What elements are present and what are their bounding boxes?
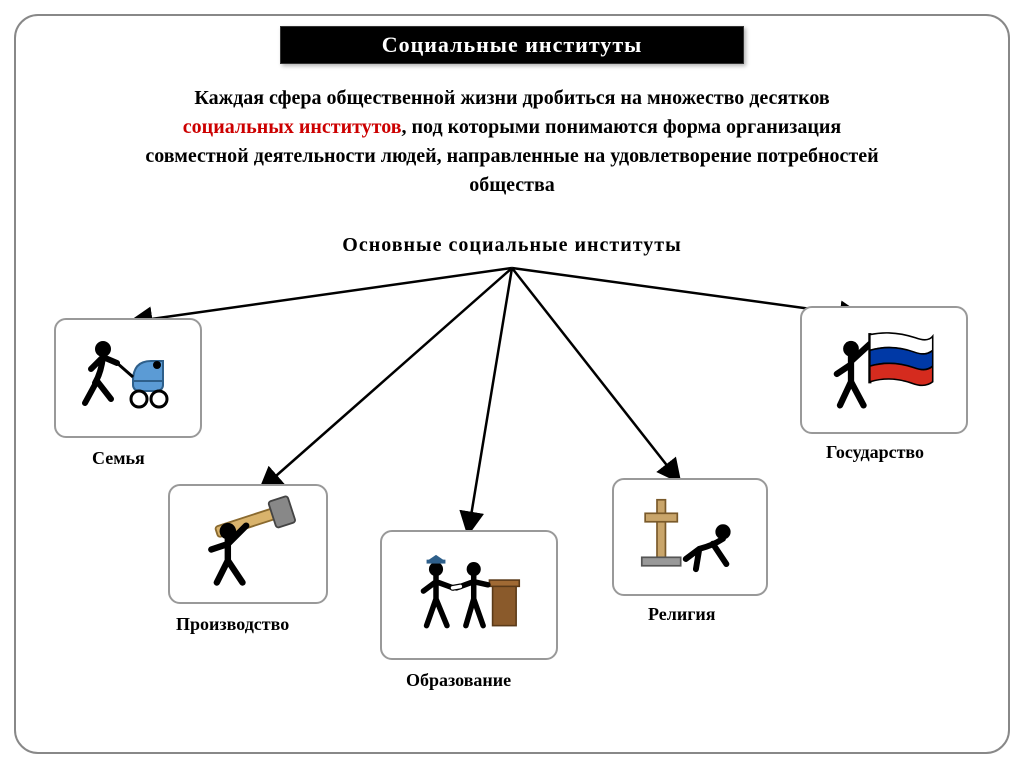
label-family: Семья bbox=[92, 448, 145, 469]
node-family bbox=[54, 318, 202, 438]
cross-icon bbox=[635, 492, 745, 582]
desc-line4: общества bbox=[469, 174, 555, 196]
desc-line2: , под которыми понимаются форма организа… bbox=[402, 116, 842, 138]
graduation-icon bbox=[414, 550, 524, 640]
subheading: Основные социальные институты bbox=[0, 234, 1024, 257]
title-text: Социальные институты bbox=[382, 32, 643, 58]
desc-line1: Каждая сфера общественной жизни дробитьс… bbox=[194, 87, 829, 109]
desc-highlight: социальных институтов bbox=[183, 116, 402, 138]
label-education: Образование bbox=[406, 670, 511, 691]
desc-line3: совместной деятельности людей, направлен… bbox=[145, 145, 878, 167]
node-production bbox=[168, 484, 328, 604]
hammer-icon bbox=[193, 499, 303, 589]
node-religion bbox=[612, 478, 768, 596]
family-icon bbox=[73, 333, 183, 423]
title-banner: Социальные институты bbox=[280, 26, 744, 64]
label-state: Государство bbox=[826, 442, 924, 463]
node-education bbox=[380, 530, 558, 660]
description-block: Каждая сфера общественной жизни дробитьс… bbox=[30, 84, 994, 200]
node-state bbox=[800, 306, 968, 434]
label-religion: Религия bbox=[648, 604, 716, 625]
label-production: Производство bbox=[176, 614, 289, 635]
flag-icon bbox=[829, 325, 939, 415]
